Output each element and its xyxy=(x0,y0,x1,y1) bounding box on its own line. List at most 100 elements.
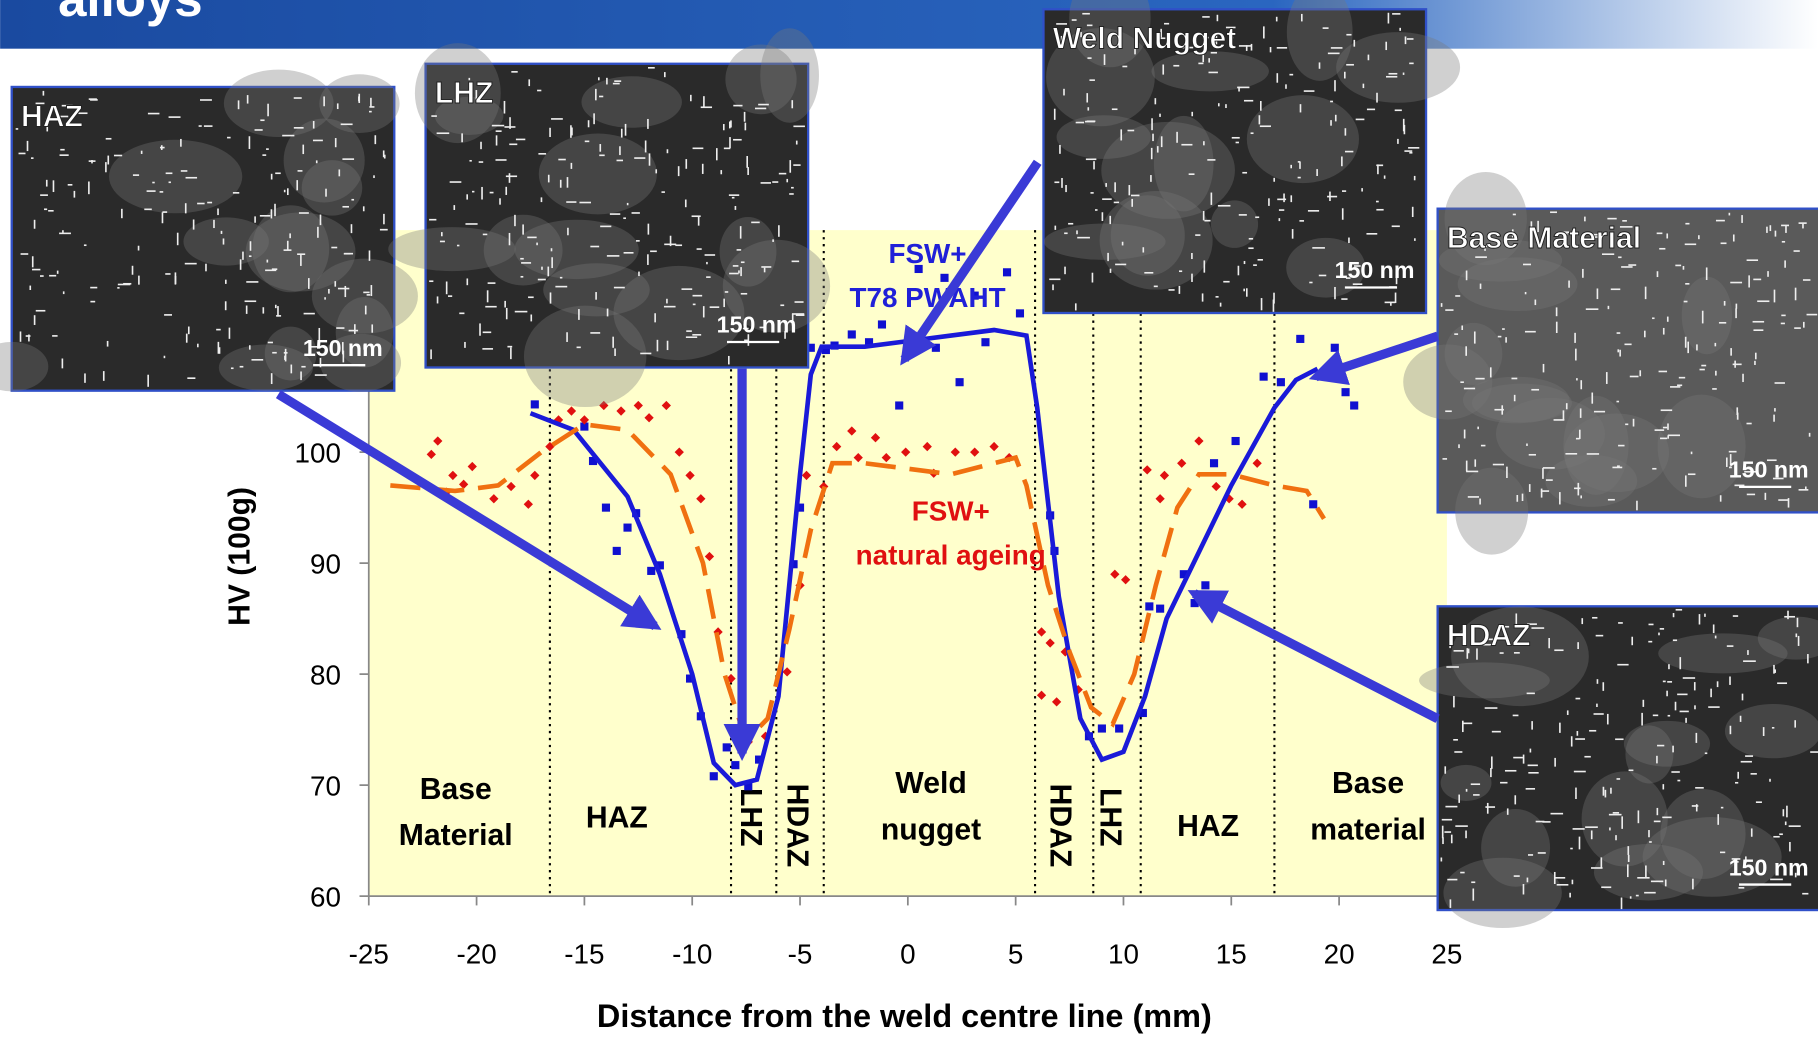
zone-label: nugget xyxy=(881,813,981,846)
data-point xyxy=(1350,401,1358,409)
texture xyxy=(1472,384,1572,423)
data-point xyxy=(1277,378,1285,386)
y-tick-label: 100 xyxy=(295,438,341,469)
zone-label: Material xyxy=(399,819,513,852)
zone-label: LHZ xyxy=(1093,788,1126,847)
data-point xyxy=(1296,335,1304,343)
zone-label: material xyxy=(1310,813,1426,846)
data-point xyxy=(1003,268,1011,276)
y-tick-label: 70 xyxy=(310,771,341,802)
data-point xyxy=(1260,373,1268,381)
texture xyxy=(312,259,418,334)
data-point xyxy=(1145,602,1153,610)
y-tick-label: 90 xyxy=(310,549,341,580)
micrograph: HDAZ 150 nm xyxy=(1419,606,1818,928)
data-point xyxy=(723,743,731,751)
micrograph-label: HAZ xyxy=(21,100,83,133)
data-point xyxy=(602,504,610,512)
annotation: natural ageing xyxy=(856,540,1046,571)
micrograph-scale: 150 nm xyxy=(1729,854,1809,880)
data-point xyxy=(1331,344,1339,352)
x-tick-label: 15 xyxy=(1216,938,1247,969)
zone-label: HDAZ xyxy=(1043,784,1076,868)
data-point xyxy=(956,378,964,386)
micrograph-label: LHZ xyxy=(435,77,494,110)
data-point xyxy=(1156,605,1164,613)
x-tick-label: -5 xyxy=(788,938,813,969)
micrograph-scale: 150 nm xyxy=(1335,257,1415,283)
texture xyxy=(183,217,268,265)
annotation: T78 PWAHT xyxy=(850,282,1006,313)
texture xyxy=(1247,95,1359,183)
micrograph-scale: 150 nm xyxy=(717,312,797,338)
zone-label: HDAZ xyxy=(780,784,813,868)
micrograph-scale: 150 nm xyxy=(1729,457,1809,483)
texture xyxy=(388,227,515,271)
x-tick-label: -20 xyxy=(456,938,496,969)
annotation: FSW+ xyxy=(889,238,967,269)
data-point xyxy=(848,330,856,338)
y-tick-label: 60 xyxy=(310,882,341,913)
texture xyxy=(1625,725,1673,783)
data-point xyxy=(1309,500,1317,508)
texture xyxy=(1211,200,1258,248)
texture xyxy=(1044,224,1166,260)
micrograph: LHZ 150 nm xyxy=(388,28,830,407)
data-point xyxy=(1342,388,1350,396)
texture xyxy=(539,134,657,215)
data-point xyxy=(1098,724,1106,732)
data-point xyxy=(932,344,940,352)
y-axis-label: HV (100g) xyxy=(223,487,256,626)
header-title: alloys xyxy=(58,0,203,27)
data-point xyxy=(1201,581,1209,589)
data-point xyxy=(940,274,948,282)
texture xyxy=(1455,468,1528,555)
texture xyxy=(1441,765,1492,801)
y-tick-label: 80 xyxy=(310,660,341,691)
texture xyxy=(1582,771,1668,866)
texture xyxy=(109,140,242,214)
zone-label: Base xyxy=(420,773,492,806)
x-tick-label: -15 xyxy=(564,938,604,969)
x-tick-label: -10 xyxy=(672,938,712,969)
zone-label: HAZ xyxy=(1177,810,1239,843)
micrograph-label: Weld Nugget xyxy=(1053,23,1237,56)
micrograph-scale: 150 nm xyxy=(303,335,383,361)
slide: alloys Distance from the weld centre lin… xyxy=(0,0,1818,1048)
data-point xyxy=(1210,459,1218,467)
zone-label: LHZ xyxy=(734,788,767,847)
data-point xyxy=(981,338,989,346)
x-tick-label: 0 xyxy=(900,938,915,969)
texture xyxy=(760,28,819,123)
x-tick-label: 5 xyxy=(1008,938,1023,969)
texture xyxy=(1564,413,1669,492)
data-point xyxy=(1115,724,1123,732)
x-tick-label: 25 xyxy=(1431,938,1462,969)
data-point xyxy=(647,567,655,575)
zone-label: Weld xyxy=(895,767,966,800)
x-tick-label: 10 xyxy=(1108,938,1139,969)
x-axis-label: Distance from the weld centre line (mm) xyxy=(597,998,1212,1034)
data-point xyxy=(731,761,739,769)
header-band xyxy=(0,0,1818,49)
texture xyxy=(1443,858,1561,928)
micrograph: HAZ 150 nm xyxy=(0,70,418,392)
texture xyxy=(302,160,363,215)
texture xyxy=(720,217,777,287)
texture xyxy=(581,76,681,128)
data-point xyxy=(710,772,718,780)
data-point xyxy=(531,400,539,408)
texture xyxy=(224,70,334,137)
texture xyxy=(1682,277,1732,354)
data-point xyxy=(623,524,631,532)
data-point xyxy=(613,547,621,555)
data-point xyxy=(878,320,886,328)
texture xyxy=(1458,257,1578,311)
texture xyxy=(319,74,399,133)
x-tick-label: 20 xyxy=(1324,938,1355,969)
zone-label: Base xyxy=(1332,767,1404,800)
data-point xyxy=(1232,437,1240,445)
texture xyxy=(1725,704,1818,758)
micrograph-label: HDAZ xyxy=(1447,620,1531,653)
